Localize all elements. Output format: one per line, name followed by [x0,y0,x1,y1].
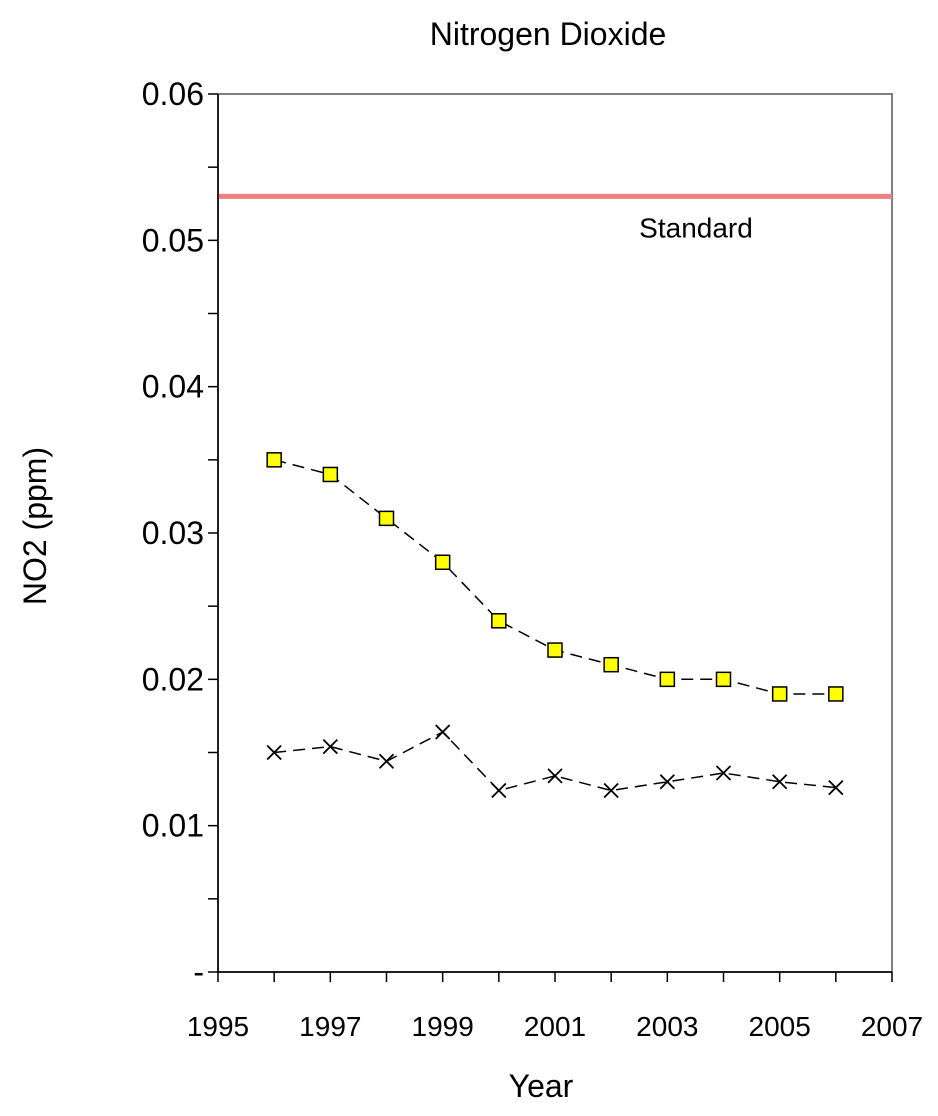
data-point [378,510,395,527]
data-point [547,768,563,784]
x-marker-stroke [266,744,282,761]
x-tick-label: 2005 [749,1011,811,1042]
data-point [603,656,619,673]
x-marker-stroke [378,753,395,769]
data-point [266,452,282,468]
y-tick-label: 0.01 [142,808,204,844]
data-point [491,782,507,799]
x-tick-label: 1995 [187,1011,249,1042]
x-marker-stroke [603,782,619,799]
data-point [378,753,395,769]
data-point [659,774,675,790]
x-tick-label: 1999 [412,1011,474,1042]
series-2 [266,724,844,799]
data-point [772,774,788,790]
x-marker-stroke [491,782,507,799]
data-point [659,671,676,688]
x-marker-stroke [435,724,451,740]
data-point [435,724,451,740]
data-point [266,744,282,761]
chart-title: Nitrogen Dioxide [430,16,667,52]
standard-label: Standard [639,212,753,243]
x-marker-stroke [659,774,675,790]
series-1 [266,452,844,702]
y-tick-label: 0.04 [142,369,204,405]
y-tick-label: - [193,954,204,990]
x-marker-stroke [772,774,788,790]
data-point [715,671,732,688]
data-point [771,686,788,702]
data-point [603,782,619,799]
series-line [274,731,836,792]
x-tick-label: 2007 [861,1011,923,1042]
data-point [491,613,507,629]
series-layer [266,452,844,799]
data-point [828,686,844,702]
data-point [322,466,339,483]
x-tick-label: 2003 [636,1011,698,1042]
y-tick-label: 0.05 [142,222,204,258]
x-marker-stroke [322,739,338,755]
plot-area [217,93,893,973]
x-marker-stroke [715,765,732,781]
data-point [434,554,451,571]
x-axis-label: Year [509,1068,574,1104]
reference-line-layer: Standard [218,193,892,243]
x-marker-stroke [828,779,844,796]
data-point [828,779,844,796]
y-axis-label: NO2 (ppm) [17,447,53,605]
y-tick-label: 0.06 [142,76,204,112]
x-tick-label: 1997 [299,1011,361,1042]
x-marker-stroke [547,768,563,784]
y-tick-label: 0.02 [142,661,204,697]
axes-layer: - 0.01 0.02 0.03 0.04 0.05 0.06 1995 1997 1999 200… [142,76,923,1042]
data-point [322,739,338,755]
y-tick-label: 0.03 [142,515,204,551]
x-tick-label: 2001 [524,1011,586,1042]
data-point [547,642,563,658]
data-point [715,765,732,781]
